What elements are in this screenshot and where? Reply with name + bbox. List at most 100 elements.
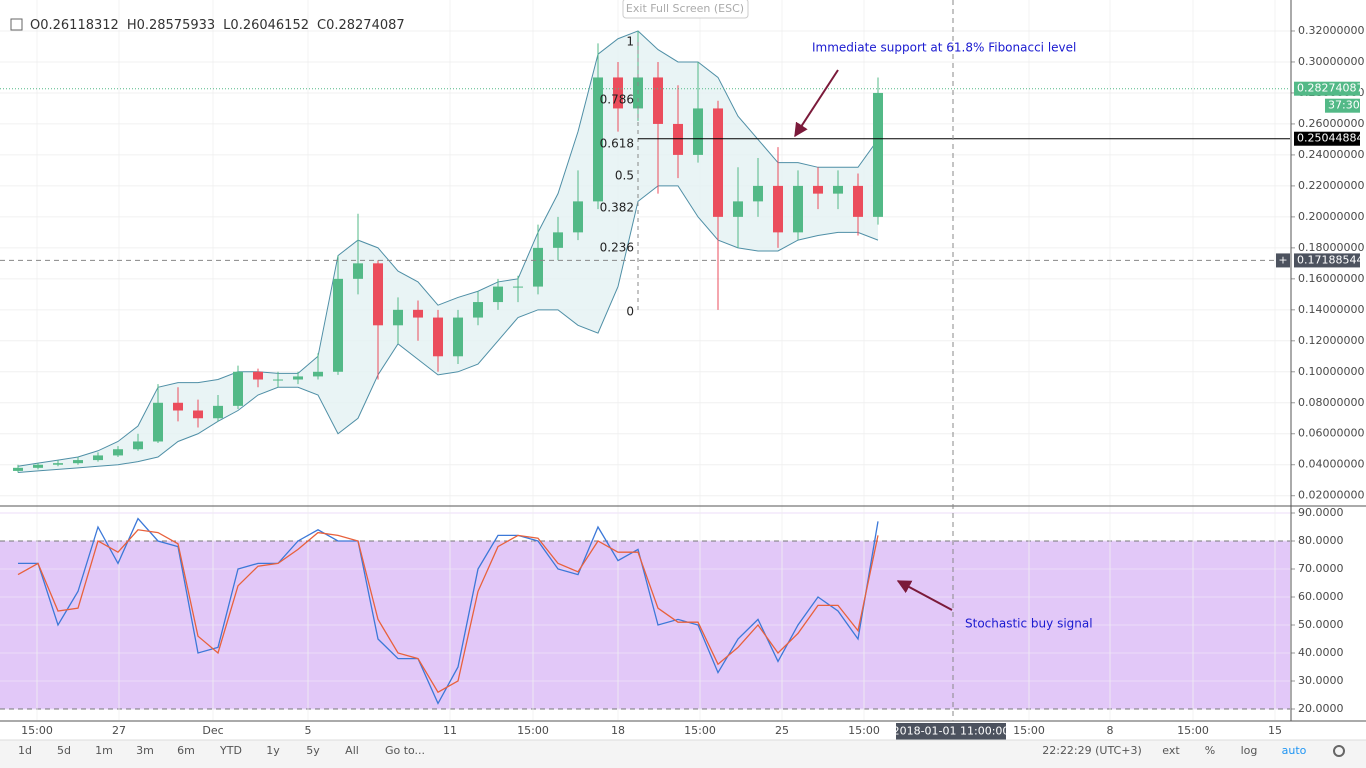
countdown-label-box — [1325, 98, 1360, 113]
fib-label: 1 — [626, 35, 634, 49]
bollinger-lower — [17, 185, 879, 473]
option-button[interactable]: ext — [1162, 744, 1180, 757]
crosshair-price-label: 0.17188544 — [1297, 253, 1363, 266]
range-button[interactable]: 1d — [18, 744, 32, 757]
fib-label: 0.5 — [615, 169, 634, 183]
candle-body — [473, 302, 483, 318]
candle-body — [53, 463, 63, 465]
crosshair-time: 2018-01-01 11:00:00 — [893, 725, 1010, 738]
candle-body — [653, 77, 663, 124]
support-label: 0.25044884 — [1297, 132, 1363, 145]
x-tick-label: 15:00 — [684, 724, 716, 737]
y-tick-label: 20.0000 — [1298, 702, 1344, 715]
x-tick-label: 8 — [1107, 724, 1114, 737]
candle-body — [153, 402, 163, 442]
candle-body — [593, 77, 603, 202]
last-price-label-box — [1294, 81, 1360, 96]
candle-body — [753, 185, 763, 202]
y-tick-label: 0.06000000 — [1298, 427, 1364, 440]
clock: 22:22:29 (UTC+3) — [1042, 744, 1142, 757]
x-tick-label: 15:00 — [517, 724, 549, 737]
candle-body — [373, 263, 383, 326]
option-button[interactable]: auto — [1282, 744, 1307, 757]
goto-button[interactable]: Go to... — [385, 744, 425, 757]
annotation-arrow — [794, 69, 839, 138]
stoch-line — [17, 529, 879, 694]
candle-body — [33, 464, 43, 468]
candle-body — [693, 108, 703, 155]
range-button[interactable]: 3m — [136, 744, 154, 757]
candle-body — [273, 379, 283, 381]
range-button[interactable]: 1y — [266, 744, 280, 757]
candle-body — [833, 185, 843, 194]
crosshair-plus[interactable] — [1276, 253, 1290, 268]
x-tick-label: 15:00 — [1013, 724, 1045, 737]
y-tick-label: 0.10000000 — [1298, 365, 1364, 378]
legend-value: 0.28575933 — [137, 18, 216, 33]
range-button[interactable]: 5d — [57, 744, 71, 757]
x-tick-label: 15 — [1268, 724, 1282, 737]
candle-body — [853, 185, 863, 217]
candle-body — [333, 278, 343, 372]
y-tick-label: 0.30000000 — [1298, 55, 1364, 68]
y-tick-label: 0.20000000 — [1298, 210, 1364, 223]
candle-body — [253, 371, 263, 380]
candle-body — [293, 376, 303, 380]
y-tick-label: 30.0000 — [1298, 674, 1344, 687]
candle-body — [393, 309, 403, 326]
y-tick-label: 60.0000 — [1298, 590, 1344, 603]
candle-body — [213, 405, 223, 419]
y-tick-label: 40.0000 — [1298, 646, 1344, 659]
candle-body — [173, 402, 183, 411]
y-tick-label: 0.12000000 — [1298, 334, 1364, 347]
legend-key: O — [30, 18, 40, 33]
candle-body — [713, 108, 723, 217]
y-tick-label: 0.32000000 — [1298, 24, 1364, 37]
toolbar — [0, 740, 1366, 768]
range-button[interactable]: 6m — [177, 744, 195, 757]
range-button[interactable]: YTD — [219, 744, 242, 757]
legend-value: 0.26118312 — [40, 18, 119, 33]
x-tick-label: 15:00 — [21, 724, 53, 737]
candle-body — [813, 185, 823, 194]
legend-value: 0.28274087 — [326, 18, 405, 33]
legend-toggle[interactable] — [10, 18, 23, 31]
last-price-label: 0.28274087 — [1297, 82, 1363, 95]
crosshair-time-box — [896, 723, 1006, 740]
candle-body — [453, 317, 463, 357]
y-tick-label: 80.0000 — [1298, 534, 1344, 547]
y-tick-label: 0.26000000 — [1298, 117, 1364, 130]
legend-key: C — [317, 18, 326, 33]
candle-body — [533, 247, 543, 287]
x-tick-label: 27 — [112, 724, 126, 737]
crosshair-plus-icon: + — [1278, 253, 1287, 266]
candle-body — [193, 410, 203, 419]
annotation: Stochastic buy signal — [965, 617, 1093, 631]
fib-label: 0.786 — [600, 93, 634, 107]
candle-body — [553, 232, 563, 248]
option-button[interactable]: log — [1241, 744, 1258, 757]
fib-label: 0.382 — [600, 201, 634, 215]
range-button[interactable]: 5y — [306, 744, 320, 757]
range-button[interactable]: All — [345, 744, 359, 757]
candle-body — [133, 441, 143, 450]
x-tick-label: 15:00 — [848, 724, 880, 737]
stoch-line — [18, 517, 879, 705]
y-tick-label: 0.24000000 — [1298, 148, 1364, 161]
candle-body — [873, 92, 883, 217]
candle-body — [773, 185, 783, 233]
x-tick-label: 25 — [775, 724, 789, 737]
y-tick-label: 0.14000000 — [1298, 303, 1364, 316]
x-tick-label: 18 — [611, 724, 625, 737]
candle-body — [793, 185, 803, 233]
crosshair-price-label-box — [1294, 253, 1360, 268]
fib-label: 0 — [626, 305, 634, 319]
y-tick-label: 70.0000 — [1298, 562, 1344, 575]
exit-fullscreen-button[interactable] — [622, 0, 749, 19]
y-tick-label: 50.0000 — [1298, 618, 1344, 631]
y-tick-label: 0.16000000 — [1298, 272, 1364, 285]
range-button[interactable]: 1m — [95, 744, 113, 757]
settings-icon[interactable] — [1333, 745, 1345, 757]
ohlc-legend: O0.26118312 H0.28575933 L0.26046152 C0.2827… — [30, 18, 405, 33]
option-button[interactable]: % — [1205, 744, 1215, 757]
